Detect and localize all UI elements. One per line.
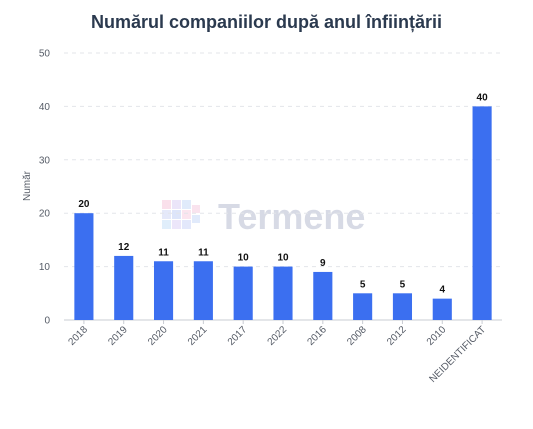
data-label: 5 [400, 279, 406, 290]
termene-watermark: Termene [162, 196, 365, 237]
data-label: 40 [477, 92, 489, 103]
termene-cube-logo-icon [162, 200, 200, 229]
bar [114, 255, 134, 320]
data-label: 20 [78, 199, 90, 210]
bar [74, 213, 94, 320]
y-tick-label: 20 [39, 209, 51, 220]
x-tick-label: 2016 [305, 324, 329, 348]
bar [313, 271, 333, 320]
bar [432, 298, 452, 320]
x-tick-label: 2012 [385, 324, 409, 348]
bar [273, 266, 293, 320]
x-tick-label: 2020 [146, 324, 170, 348]
bar [193, 261, 213, 320]
bar [472, 106, 492, 321]
data-label: 10 [277, 253, 289, 264]
data-label: 5 [360, 279, 366, 290]
watermark-text: Termene [218, 196, 365, 237]
x-tick-label: 2018 [67, 324, 91, 348]
data-label: 11 [158, 247, 169, 258]
data-label: 10 [238, 253, 250, 264]
bar [153, 261, 174, 320]
data-label: 11 [198, 247, 209, 258]
data-label: 9 [320, 258, 326, 269]
x-tick-label: 2019 [106, 324, 130, 348]
bar [392, 293, 413, 320]
y-tick-label: 10 [39, 262, 51, 273]
x-tick-label: 2022 [266, 324, 290, 348]
y-tick-label: 40 [39, 102, 51, 113]
y-tick-label: 50 [39, 49, 51, 60]
y-tick-label: 0 [44, 316, 50, 327]
x-tick-label: 2010 [425, 324, 449, 348]
chart-title: Numărul companiilor după anul înființări… [90, 12, 443, 32]
x-tick-label: 2008 [345, 324, 369, 348]
data-label: 12 [118, 242, 130, 253]
x-tick-label: 2017 [226, 324, 250, 348]
y-axis-label: Număr [22, 170, 33, 201]
data-label: 4 [439, 285, 445, 296]
x-tick-label: 2021 [186, 324, 210, 348]
y-tick-label: 30 [39, 155, 51, 166]
bar [233, 266, 253, 320]
bar [353, 293, 373, 320]
